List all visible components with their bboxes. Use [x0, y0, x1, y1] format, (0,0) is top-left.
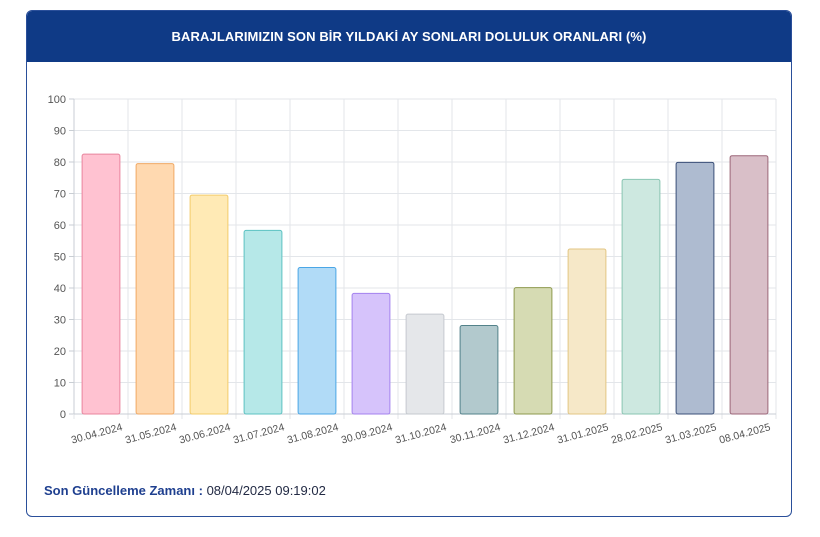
x-tick-label: 30.11.2024	[449, 421, 502, 446]
bar	[405, 313, 445, 415]
bar	[189, 194, 229, 415]
y-tick-label: 90	[54, 126, 66, 138]
x-tick-label: 30.09.2024	[340, 421, 394, 446]
y-tick-label: 30	[54, 315, 66, 327]
bar	[351, 292, 391, 415]
x-tick-label: 08.04.2025	[718, 421, 772, 446]
bar	[567, 248, 607, 415]
bar	[675, 161, 715, 415]
y-tick-label: 70	[54, 189, 66, 201]
x-tick-label: 30.06.2024	[178, 421, 232, 446]
y-tick-label: 100	[48, 94, 66, 106]
bar	[621, 178, 661, 415]
x-tick-label: 31.12.2024	[502, 421, 556, 446]
x-tick-label: 31.05.2024	[124, 421, 178, 446]
last-update-label: Son Güncelleme Zamanı :	[44, 483, 203, 498]
chart-title: BARAJLARIMIZIN SON BİR YILDAKİ AY SONLAR…	[171, 29, 647, 44]
y-tick-label: 50	[54, 252, 66, 264]
y-tick-label: 10	[54, 378, 66, 390]
x-tick-label: 31.07.2024	[232, 421, 286, 446]
bar	[297, 267, 337, 415]
x-tick-label: 31.03.2025	[664, 421, 718, 446]
last-update-value: 08/04/2025 09:19:02	[206, 483, 326, 498]
bar	[135, 163, 175, 415]
x-tick-label: 30.04.2024	[70, 421, 124, 446]
y-tick-label: 0	[60, 409, 66, 421]
x-tick-label: 31.10.2024	[394, 421, 448, 446]
y-tick-label: 20	[54, 346, 66, 358]
bar	[729, 155, 769, 415]
chart-header: BARAJLARIMIZIN SON BİR YILDAKİ AY SONLAR…	[27, 11, 791, 62]
last-update: Son Güncelleme Zamanı : 08/04/2025 09:19…	[44, 483, 326, 498]
chart-card: BARAJLARIMIZIN SON BİR YILDAKİ AY SONLAR…	[26, 10, 792, 517]
bar	[81, 153, 121, 415]
bar-chart: 0 10 20 30 40 50 60 70 80 90 100 30.04.2024 31.05.20…	[48, 94, 777, 447]
x-tick-label: 31.01.2025	[556, 421, 610, 446]
bar	[459, 324, 499, 415]
x-tick-label: 28.02.2025	[610, 421, 664, 446]
y-tick-label: 60	[54, 220, 66, 232]
x-tick-label: 31.08.2024	[286, 421, 340, 446]
bar	[243, 229, 283, 415]
y-tick-label: 40	[54, 283, 66, 295]
y-tick-label: 80	[54, 157, 66, 169]
bar	[513, 287, 553, 415]
chart-area: 0 10 20 30 40 50 60 70 80 90 100 30.04.2024 31.05.20…	[27, 62, 791, 462]
